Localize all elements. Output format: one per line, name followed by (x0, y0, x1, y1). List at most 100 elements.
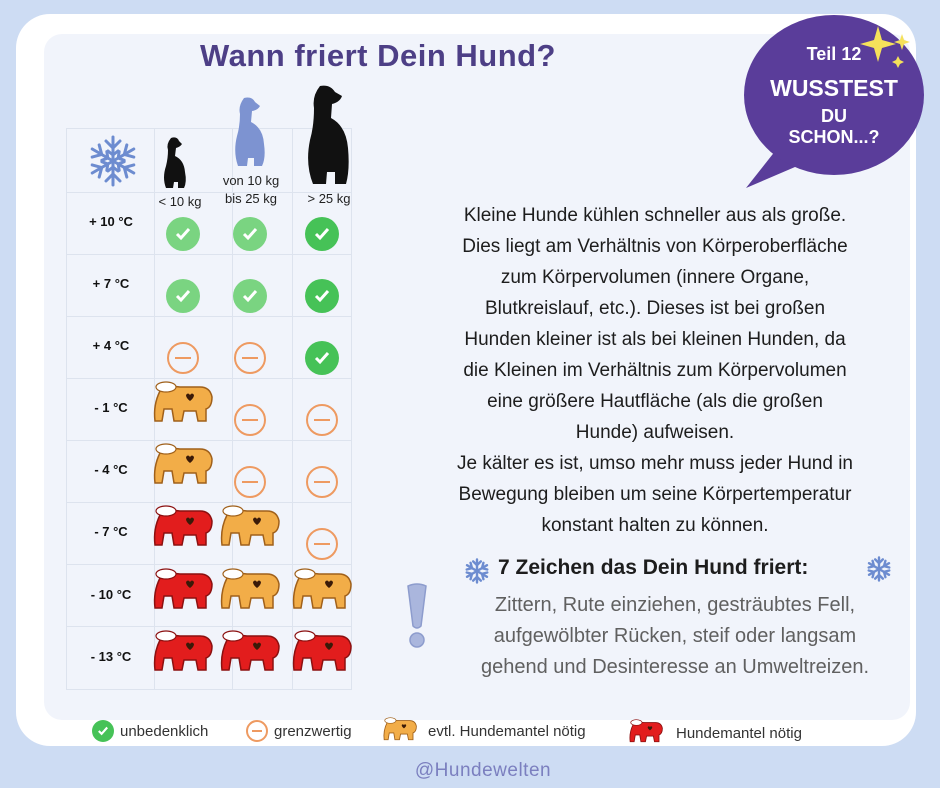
legend-coat-needed-label: Hundemantel nötig (676, 724, 802, 742)
row-temperature-label: + 7 °C (92, 276, 130, 291)
check-icon (166, 279, 200, 313)
minus-circle-icon (234, 404, 266, 436)
size-label-medium-line2: bis 25 kg (224, 191, 278, 206)
table-cell-borderline (230, 400, 270, 440)
row-temperature-label: - 1 °C (94, 400, 128, 415)
orange-coat-icon (291, 566, 353, 617)
body-line: Je kälter es ist, umso mehr muss jeder H… (457, 453, 853, 474)
check-icon (305, 341, 339, 375)
medium-dog-icon (235, 97, 265, 166)
orange-coat-icon (152, 441, 214, 492)
legend-borderline-label: grenzwertig (274, 722, 352, 740)
table-cell-borderline (302, 462, 342, 502)
body-line: konstant halten zu können. (541, 515, 769, 536)
signs-heading: 7 Zeichen das Dein Hund friert: (498, 556, 938, 580)
small-dog-icon (164, 137, 186, 188)
signs-line: aufgewölbter Rücken, steif oder langsam (493, 625, 857, 647)
sparkle-icon (860, 26, 910, 68)
table-cell-ok (302, 338, 342, 378)
table-cell-borderline (163, 338, 203, 378)
red-coat-icon (628, 718, 664, 748)
size-label-medium: von 10 kg bis 25 kg (214, 172, 288, 208)
badge-line2: DU SCHON...? (744, 106, 924, 148)
body-line: Hunde) aufweisen. (575, 422, 735, 443)
body-line: eine größere Hautfläche (als die großen (487, 391, 823, 412)
legend-ok-label: unbedenklich (120, 722, 209, 740)
table-cell-coat-maybe (153, 442, 213, 486)
table-cell-borderline (302, 400, 342, 440)
body-line: Blutkreislauf, etc.). Dieses ist bei gro… (484, 298, 826, 319)
red-coat-icon (219, 628, 281, 679)
size-label-small: < 10 kg (158, 194, 202, 209)
legend-coat-maybe: evtl. Hundemantel nötig (382, 716, 586, 746)
red-coat-icon (152, 628, 214, 679)
body-line: Bewegung bleiben um seine Körpertemperat… (458, 484, 852, 505)
page-title: Wann friert Dein Hund? (200, 38, 556, 73)
body-line: zum Körpervolumen (innere Organe, (500, 267, 810, 288)
minus-circle-icon (306, 466, 338, 498)
check-icon (233, 279, 267, 313)
snowflake-icon (87, 135, 139, 187)
table-cell-coat-maybe (153, 380, 213, 424)
minus-circle-icon (246, 720, 268, 742)
exclamation-icon (407, 583, 427, 648)
table-cell-coat-needed (153, 504, 213, 548)
row-temperature-label: + 4 °C (92, 338, 130, 353)
minus-circle-icon (234, 342, 266, 374)
row-temperature-label: - 7 °C (94, 524, 128, 539)
body-text: Kleine Hunde kühlen schneller aus als gr… (412, 200, 898, 541)
table-cell-ok (163, 214, 203, 254)
legend-coat-maybe-label: evtl. Hundemantel nötig (428, 722, 586, 740)
large-dog-icon (308, 85, 349, 184)
table-cell-coat-maybe (292, 567, 352, 611)
row-temperature-label: - 10 °C (90, 587, 132, 602)
row-temperature-label: - 13 °C (90, 649, 132, 664)
orange-coat-icon (382, 716, 418, 746)
red-coat-icon (291, 628, 353, 679)
red-coat-icon (152, 566, 214, 617)
table-cell-coat-needed (153, 567, 213, 611)
body-line: Hunden kleiner ist als bei kleinen Hunde… (464, 329, 846, 350)
minus-circle-icon (306, 528, 338, 560)
table-cell-ok (302, 214, 342, 254)
table-cell-ok (230, 214, 270, 254)
badge-du: DU (821, 106, 847, 126)
table-cell-coat-maybe (220, 567, 280, 611)
table-cell-borderline (302, 524, 342, 564)
table-cell-ok (302, 276, 342, 316)
body-line: die Kleinen im Verhältnis zum Körpervolu… (463, 360, 847, 381)
legend-coat-needed: Hundemantel nötig (628, 718, 802, 748)
body-line: Kleine Hunde kühlen schneller aus als gr… (463, 205, 847, 226)
badge-part: Teil 12 (806, 44, 862, 64)
table-cell-ok (163, 276, 203, 316)
signs-text: Zittern, Rute einziehen, gesträubtes Fel… (440, 590, 910, 683)
legend-ok: unbedenklich (92, 720, 208, 742)
orange-coat-icon (152, 379, 214, 430)
orange-coat-icon (219, 503, 281, 554)
legend-borderline: grenzwertig (246, 720, 352, 742)
table-cell-borderline (230, 338, 270, 378)
table-cell-ok (230, 276, 270, 316)
check-icon (305, 217, 339, 251)
signs-line: gehend und Desinteresse an Umweltreizen. (481, 656, 869, 678)
signs-heading-text: 7 Zeichen das Dein Hund friert: (498, 556, 809, 579)
body-line: Dies liegt am Verhältnis von Körperoberf… (462, 236, 848, 257)
table-cell-coat-needed (220, 629, 280, 673)
minus-circle-icon (167, 342, 199, 374)
badge-schon: SCHON...? (788, 127, 880, 147)
minus-circle-icon (306, 404, 338, 436)
table-cell-coat-needed (292, 629, 352, 673)
row-temperature-label: - 4 °C (94, 462, 128, 477)
minus-circle-icon (234, 466, 266, 498)
check-icon (233, 217, 267, 251)
check-icon (305, 279, 339, 313)
signs-line: Zittern, Rute einziehen, gesträubtes Fel… (494, 594, 856, 616)
red-coat-icon (152, 503, 214, 554)
check-icon (166, 217, 200, 251)
content-panel (44, 34, 910, 720)
snowflake-icon-left (464, 558, 490, 584)
badge-bubble (744, 15, 924, 175)
size-label-medium-line1: von 10 kg (222, 173, 280, 188)
table-cell-coat-needed (153, 629, 213, 673)
orange-coat-icon (219, 566, 281, 617)
